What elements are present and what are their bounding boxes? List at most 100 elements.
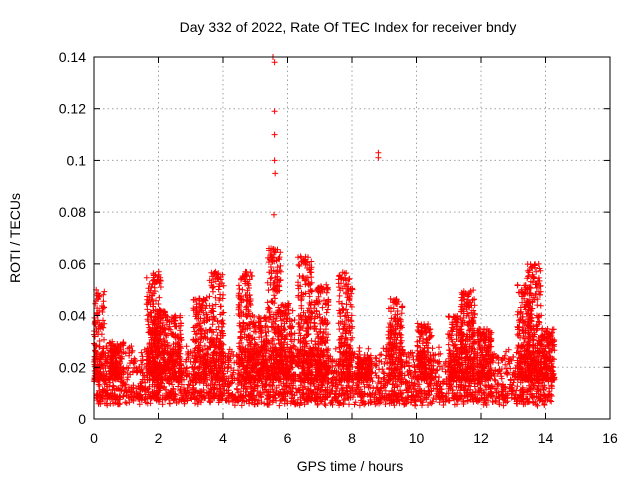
data-point — [317, 387, 324, 393]
data-point — [104, 402, 111, 409]
data-point — [125, 345, 131, 352]
data-point — [365, 345, 372, 352]
data-point — [193, 395, 200, 402]
data-points — [91, 54, 558, 409]
data-point — [103, 381, 110, 388]
data-point — [136, 364, 143, 370]
data-point — [473, 398, 480, 404]
data-point — [541, 402, 548, 408]
data-point — [430, 395, 437, 401]
data-point — [495, 360, 502, 366]
data-point — [523, 395, 530, 402]
data-point — [235, 389, 242, 396]
data-point — [377, 352, 383, 359]
data-point — [318, 398, 325, 405]
data-point — [136, 401, 143, 408]
data-point — [489, 383, 496, 390]
data-point — [390, 380, 397, 387]
data-point — [129, 368, 136, 375]
data-point — [482, 382, 488, 389]
data-point — [407, 384, 414, 391]
data-point — [534, 402, 541, 409]
data-point — [548, 398, 555, 405]
data-point — [138, 349, 145, 356]
data-point — [183, 343, 190, 350]
data-point — [498, 375, 505, 382]
data-point — [314, 400, 321, 407]
data-point — [437, 350, 444, 357]
data-point — [281, 400, 288, 407]
data-point — [412, 368, 419, 375]
data-point — [370, 385, 377, 392]
data-point — [322, 402, 329, 409]
data-point — [472, 388, 479, 395]
data-point — [540, 387, 547, 393]
data-point — [159, 401, 166, 408]
data-point — [352, 399, 359, 406]
data-point — [401, 401, 408, 407]
data-point — [502, 352, 508, 359]
data-point — [378, 351, 385, 358]
data-point — [276, 382, 282, 389]
data-point — [380, 369, 387, 376]
data-point — [428, 400, 435, 407]
data-point — [337, 400, 344, 406]
data-point — [117, 394, 124, 401]
data-point — [365, 384, 372, 391]
data-point — [225, 350, 232, 357]
data-point — [187, 378, 194, 385]
data-point — [393, 382, 400, 389]
data-point — [504, 398, 511, 405]
data-point — [499, 357, 506, 364]
data-point — [184, 351, 191, 358]
data-point — [283, 383, 290, 389]
data-point — [497, 370, 504, 377]
data-point — [361, 383, 368, 390]
data-point — [500, 402, 507, 409]
data-point — [208, 388, 215, 394]
data-point — [436, 344, 442, 351]
data-point — [129, 347, 136, 354]
data-point — [269, 399, 276, 406]
data-point — [235, 381, 241, 387]
data-point — [334, 398, 341, 405]
data-point — [513, 387, 520, 394]
data-point — [503, 369, 510, 376]
data-point — [391, 402, 398, 409]
data-point — [296, 402, 303, 409]
data-point — [176, 387, 183, 394]
data-point — [356, 402, 363, 409]
data-point — [280, 380, 287, 387]
data-point — [356, 390, 362, 397]
data-point — [503, 348, 510, 355]
data-point — [541, 382, 548, 389]
data-point — [451, 401, 458, 408]
data-point — [207, 381, 214, 387]
data-point — [184, 387, 191, 393]
data-point — [301, 401, 308, 408]
data-point — [262, 381, 269, 388]
data-point — [226, 357, 233, 364]
data-point — [192, 400, 198, 407]
data-point — [372, 354, 379, 361]
data-point — [382, 387, 389, 394]
data-point — [110, 382, 116, 389]
data-point — [255, 382, 261, 389]
data-point — [378, 358, 385, 365]
data-point — [503, 365, 510, 372]
data-point — [175, 383, 182, 390]
data-point — [402, 378, 409, 385]
data-point — [187, 348, 194, 355]
data-point — [419, 402, 425, 409]
data-point — [374, 380, 381, 386]
data-point — [410, 356, 417, 363]
data-point — [505, 358, 512, 365]
data-point — [124, 376, 131, 383]
data-point — [443, 381, 450, 388]
data-point — [276, 402, 283, 409]
data-point — [460, 401, 467, 407]
data-point — [183, 356, 190, 363]
data-point — [206, 398, 213, 405]
data-point — [436, 363, 443, 370]
